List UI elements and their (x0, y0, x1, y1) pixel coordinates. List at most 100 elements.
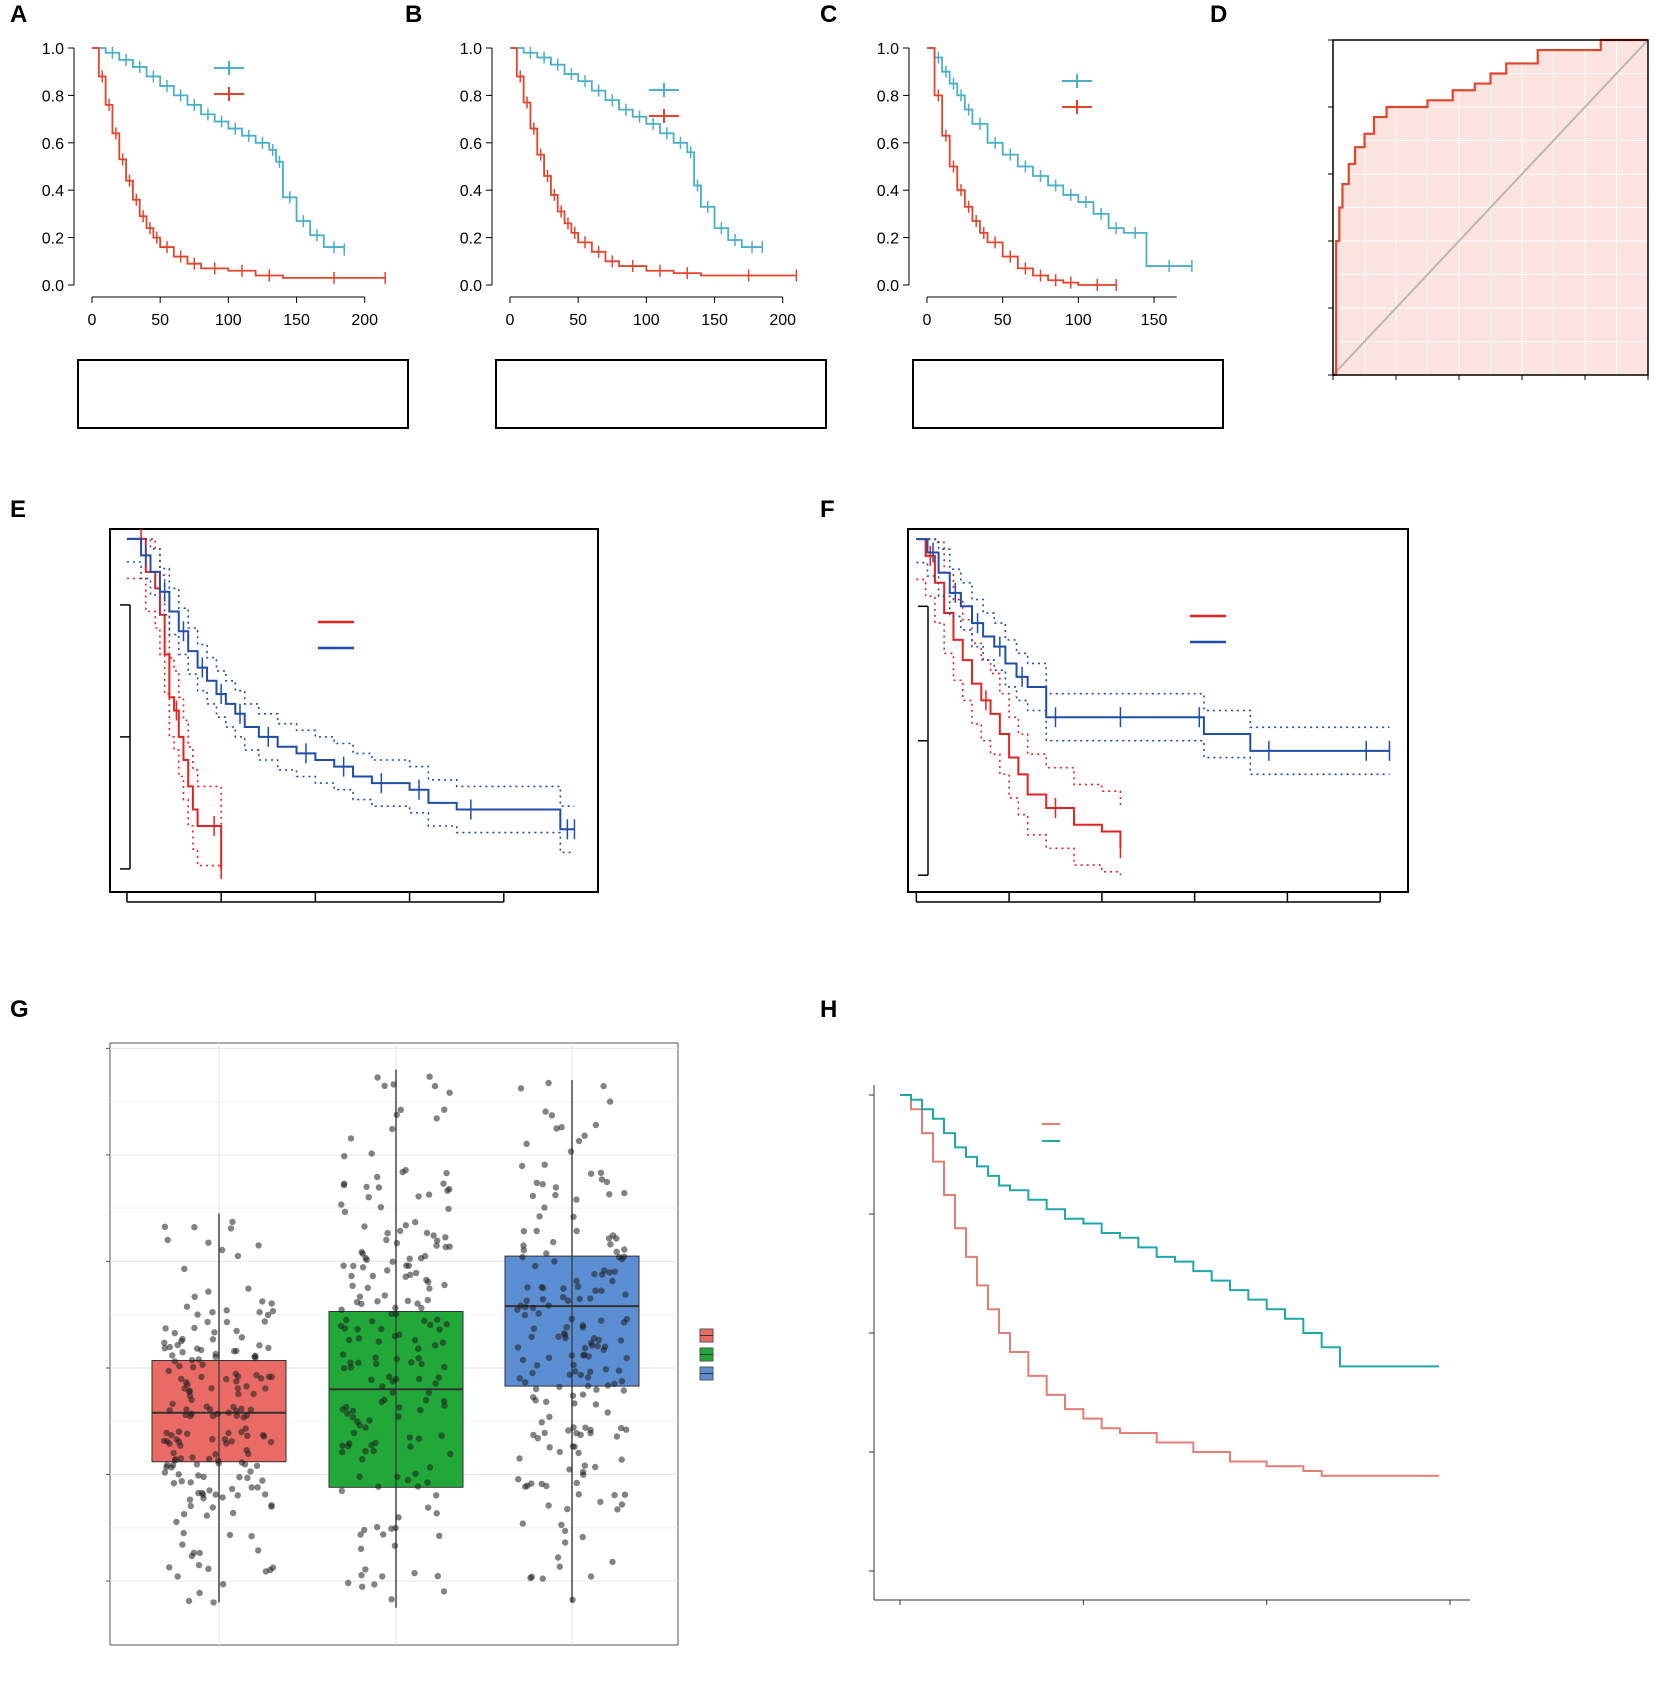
geo-panel-F (907, 528, 1409, 903)
jitter-point-IV (532, 1262, 539, 1270)
jitter-point-III (406, 1434, 413, 1441)
jitter-point-IV (530, 1394, 537, 1401)
jitter-point-II (183, 1406, 190, 1413)
jitter-point-IV (523, 1140, 530, 1148)
jitter-point-II (164, 1461, 171, 1469)
roc-curve (1333, 38, 1648, 377)
jitter-point-III (417, 1406, 424, 1414)
jitter-point-IV (577, 1431, 584, 1439)
jitter-point-IV (606, 1269, 613, 1276)
jitter-point-III (374, 1298, 381, 1305)
jitter-point-III (384, 1267, 391, 1274)
jitter-point-II (209, 1436, 216, 1443)
km-curve-low (126, 537, 575, 831)
jitter-point-II (161, 1223, 169, 1231)
x-tick-label: 50 (151, 312, 169, 329)
geo-panel-E (109, 528, 599, 903)
jitter-point-II (205, 1288, 212, 1295)
jitter-point-II (223, 1440, 230, 1447)
jitter-point-III (433, 1510, 440, 1517)
jitter-point-IV (535, 1310, 542, 1317)
jitter-point-II (259, 1298, 266, 1305)
jitter-point-IV (533, 1179, 540, 1187)
jitter-point-II (225, 1409, 232, 1416)
jitter-point-III (361, 1526, 368, 1534)
jitter-point-III (435, 1374, 442, 1381)
jitter-point-IV (554, 1554, 562, 1561)
jitter-point-III (357, 1531, 364, 1538)
jitter-point-IV (534, 1435, 541, 1442)
jitter-point-III (350, 1429, 358, 1437)
jitter-point-III (368, 1150, 375, 1157)
jitter-point-IV (620, 1387, 627, 1394)
jitter-point-II (196, 1549, 203, 1557)
jitter-point-III (359, 1456, 366, 1463)
jitter-point-II (250, 1390, 257, 1398)
jitter-point-II (218, 1246, 226, 1254)
y-tick-label: 0.2 (460, 231, 482, 248)
jitter-point-IV (556, 1563, 563, 1570)
jitter-point-IV (543, 1398, 550, 1406)
jitter-point-IV (539, 1181, 546, 1188)
jitter-point-IV (575, 1137, 583, 1145)
jitter-point-III (418, 1360, 425, 1368)
km-curve-low (900, 1094, 1439, 1368)
jitter-point-IV (572, 1368, 579, 1375)
jitter-point-IV (592, 1463, 599, 1471)
jitter-point-III (406, 1255, 413, 1262)
jitter-point-IV (541, 1204, 548, 1211)
jitter-point-IV (618, 1501, 626, 1508)
jitter-point-IV (587, 1170, 595, 1177)
jitter-point-IV (592, 1287, 599, 1294)
jitter-point-IV (552, 1184, 560, 1191)
jitter-point-II (164, 1236, 171, 1244)
jitter-point-IV (538, 1480, 545, 1488)
jitter-point-II (161, 1345, 168, 1352)
y-tick-label: 0.2 (42, 231, 64, 248)
plot-frame (109, 528, 599, 893)
jitter-point-III (362, 1448, 369, 1455)
jitter-point-IV (591, 1270, 598, 1278)
jitter-point-II (230, 1348, 238, 1355)
jitter-point-II (234, 1252, 242, 1260)
jitter-point-II (206, 1406, 214, 1413)
y-tick-label: 0.4 (42, 183, 64, 200)
jitter-point-IV (533, 1227, 540, 1235)
jitter-point-IV (545, 1302, 552, 1309)
jitter-point-II (200, 1495, 207, 1502)
jitter-point-IV (553, 1125, 560, 1132)
jitter-point-IV (592, 1401, 600, 1408)
jitter-point-IV (603, 1178, 611, 1186)
jitter-point-IV (611, 1268, 618, 1275)
jitter-point-II (254, 1484, 261, 1491)
x-tick-label: 50 (994, 312, 1012, 329)
jitter-point-II (187, 1479, 194, 1486)
jitter-point-IV (593, 1386, 600, 1393)
jitter-point-IV (618, 1456, 625, 1463)
jitter-point-III (397, 1227, 404, 1235)
jitter-point-IV (520, 1247, 527, 1254)
jitter-point-II (210, 1599, 217, 1606)
jitter-point-III (343, 1316, 350, 1324)
jitter-point-II (179, 1335, 186, 1343)
jitter-point-IV (550, 1238, 557, 1246)
jitter-point-III (417, 1255, 425, 1262)
jitter-point-II (165, 1367, 172, 1375)
jitter-point-III (432, 1380, 439, 1387)
jitter-point-III (369, 1272, 376, 1280)
jitter-point-III (374, 1173, 381, 1181)
jitter-point-II (188, 1396, 195, 1404)
jitter-point-II (191, 1324, 198, 1332)
jitter-point-IV (613, 1248, 620, 1256)
jitter-point-III (347, 1135, 355, 1142)
jitter-point-III (443, 1169, 450, 1177)
jitter-point-III (415, 1345, 422, 1352)
jitter-point-II (233, 1412, 240, 1419)
jitter-point-IV (546, 1413, 553, 1421)
jitter-point-II (169, 1400, 176, 1408)
km-panel-B: 0.0 0.2 0.4 0.6 0.8 1.0 0 50 100 150 200 (460, 41, 827, 429)
jitter-point-II (180, 1511, 188, 1518)
jitter-point-IV (570, 1361, 577, 1369)
jitter-point-IV (538, 1419, 545, 1426)
